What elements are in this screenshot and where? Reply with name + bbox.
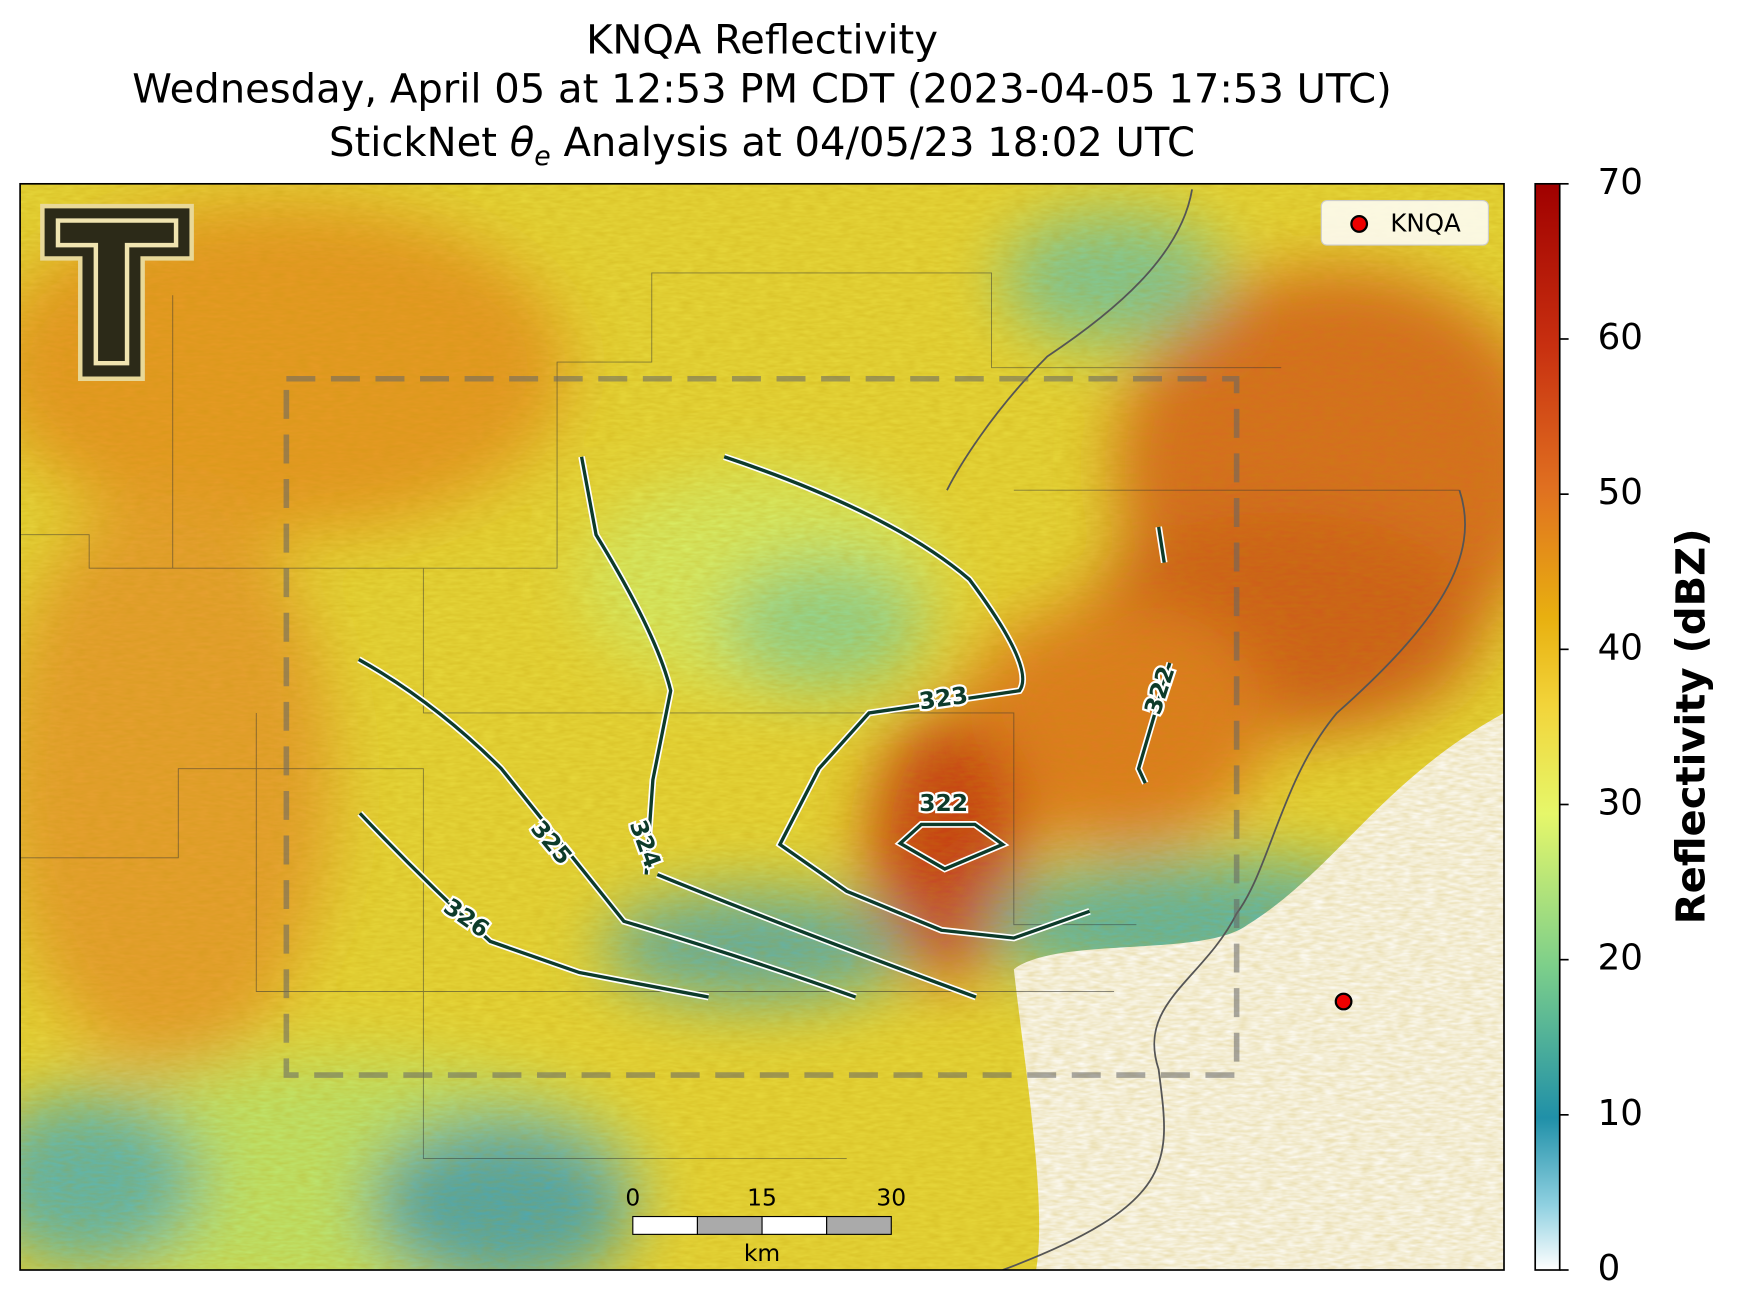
title-line: KNQA Reflectivity xyxy=(586,17,938,63)
scale-segment xyxy=(632,1215,698,1235)
scale-tick-label: 15 xyxy=(747,1183,777,1211)
scale-tick-label: 0 xyxy=(625,1183,640,1211)
scale-segment xyxy=(696,1215,763,1235)
title-text: Analysis at 04/05/23 18:02 UTC xyxy=(551,120,1195,166)
title-line: Wednesday, April 05 at 12:53 PM CDT (202… xyxy=(132,66,1392,112)
legend-label: KNQA xyxy=(1390,209,1461,238)
colorbar-tick-label: 70 xyxy=(1598,162,1643,203)
title-symbol: θ xyxy=(510,120,535,166)
colorbar-ramp xyxy=(1534,182,1561,1271)
radar-site xyxy=(1334,992,1353,1011)
scale-unit: km xyxy=(744,1239,780,1267)
title: KNQA Reflectivity Wednesday, April 05 at… xyxy=(132,17,1392,171)
scale-segment xyxy=(826,1215,892,1235)
title-subscript: e xyxy=(534,141,550,172)
colorbar-tick-label: 40 xyxy=(1598,627,1643,668)
logo xyxy=(40,203,194,382)
title-text: StickNet xyxy=(329,120,510,166)
colorbar-tick-label: 30 xyxy=(1598,782,1643,823)
colorbar-tick-label: 50 xyxy=(1598,472,1643,513)
theta-e-contours xyxy=(357,453,1173,1001)
colorbar-tick-label: 0 xyxy=(1598,1248,1621,1289)
colorbar-tick-label: 60 xyxy=(1598,317,1643,358)
scale-tick-label: 30 xyxy=(876,1183,906,1211)
scale-bar: 0 15 30 km xyxy=(625,1183,906,1267)
title-line: StickNet θe Analysis at 04/05/23 18:02 U… xyxy=(329,120,1195,172)
colorbar-tick-label: 20 xyxy=(1598,938,1643,979)
colorbar: Reflectivity (dBZ) 0 10 20 30 40 50 60 70 xyxy=(1534,162,1715,1289)
radar-map: 323 322 322 324 325 326 xyxy=(20,183,1505,1271)
contour-label: 322 xyxy=(919,789,968,817)
legend: KNQA xyxy=(1320,199,1489,246)
colorbar-label: Reflectivity (dBZ) xyxy=(1669,528,1715,924)
scale-segment xyxy=(761,1215,828,1235)
colorbar-tick-label: 10 xyxy=(1598,1093,1643,1134)
legend-marker xyxy=(1350,215,1369,233)
